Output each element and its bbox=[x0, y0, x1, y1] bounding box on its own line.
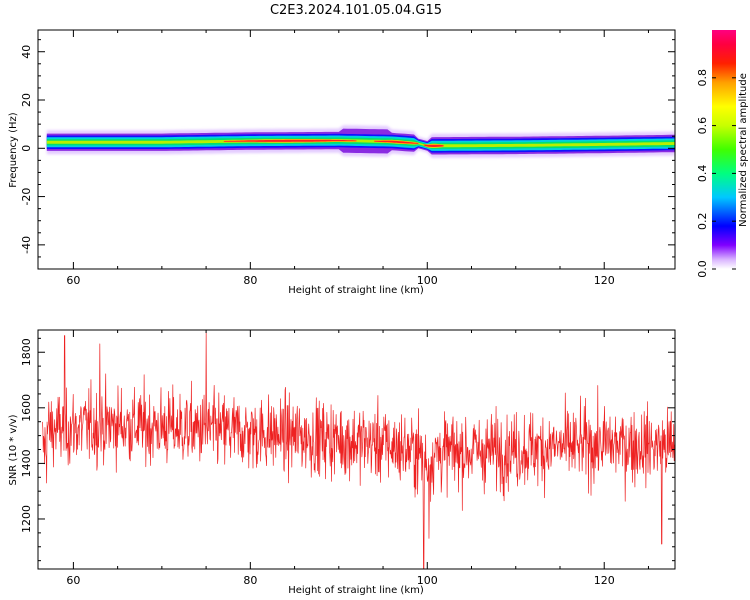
colorbar-tick-label: 0.4 bbox=[696, 165, 709, 183]
y-tick-label: 40 bbox=[20, 45, 33, 59]
x-tick-label: 60 bbox=[66, 574, 80, 587]
band-peak-red bbox=[223, 139, 357, 142]
colorbar-tick-label: 0.8 bbox=[696, 69, 709, 87]
snr-y-label: SNR (10 * v/v) bbox=[8, 414, 19, 485]
colorbar-tick-label: 0.0 bbox=[696, 260, 709, 278]
y-tick-label: -20 bbox=[20, 188, 33, 206]
snr-x-label: Height of straight line (km) bbox=[288, 585, 424, 596]
colorbar-gradient bbox=[712, 30, 736, 269]
spectrogram-ticks: 60 80 100 120 40 20 0 -20 -40 bbox=[20, 30, 675, 287]
band-peak-red bbox=[374, 140, 419, 144]
spectrogram-x-label: Height of straight line (km) bbox=[288, 285, 424, 296]
x-tick-label: 100 bbox=[417, 574, 438, 587]
x-tick-label: 80 bbox=[243, 574, 257, 587]
spectrogram-frame bbox=[37, 29, 676, 270]
snr-panel: 60 80 100 120 1800 1600 1400 1200 Height of str… bbox=[8, 329, 676, 596]
colorbar-ticks: 0.0 0.2 0.4 0.6 0.8 bbox=[696, 69, 736, 278]
band-peak-red bbox=[423, 144, 444, 147]
y-tick-label: 1800 bbox=[20, 338, 33, 366]
spectrogram-y-label: Frequency (Hz) bbox=[8, 112, 19, 188]
figure-title: C2E3.2024.101.05.04.G15 bbox=[270, 3, 442, 18]
y-tick-label: 1200 bbox=[20, 505, 33, 533]
y-tick-label: 1600 bbox=[20, 394, 33, 422]
snr-frame bbox=[37, 329, 676, 570]
x-tick-label: 60 bbox=[66, 274, 80, 287]
x-tick-label: 120 bbox=[594, 274, 615, 287]
spectrogram-panel: 60 80 100 120 40 20 0 -20 -40 Height of straight… bbox=[8, 29, 676, 296]
colorbar-tick-label: 0.2 bbox=[696, 212, 709, 230]
y-tick-label: 0 bbox=[20, 145, 33, 152]
x-tick-label: 80 bbox=[243, 274, 257, 287]
y-tick-label: -40 bbox=[20, 236, 33, 254]
spectral-band bbox=[46, 125, 675, 158]
x-tick-label: 100 bbox=[417, 274, 438, 287]
x-tick-label: 120 bbox=[594, 574, 615, 587]
band-core-layer bbox=[46, 139, 675, 148]
y-tick-label: 1400 bbox=[20, 449, 33, 477]
colorbar-tick-label: 0.6 bbox=[696, 117, 709, 135]
snr-series-line bbox=[42, 332, 675, 569]
colorbar-label: Normalized spectral amplitude bbox=[738, 73, 749, 227]
y-tick-label: 20 bbox=[20, 93, 33, 107]
colorbar: 0.0 0.2 0.4 0.6 0.8 Normalized spectral ampl… bbox=[696, 30, 749, 278]
